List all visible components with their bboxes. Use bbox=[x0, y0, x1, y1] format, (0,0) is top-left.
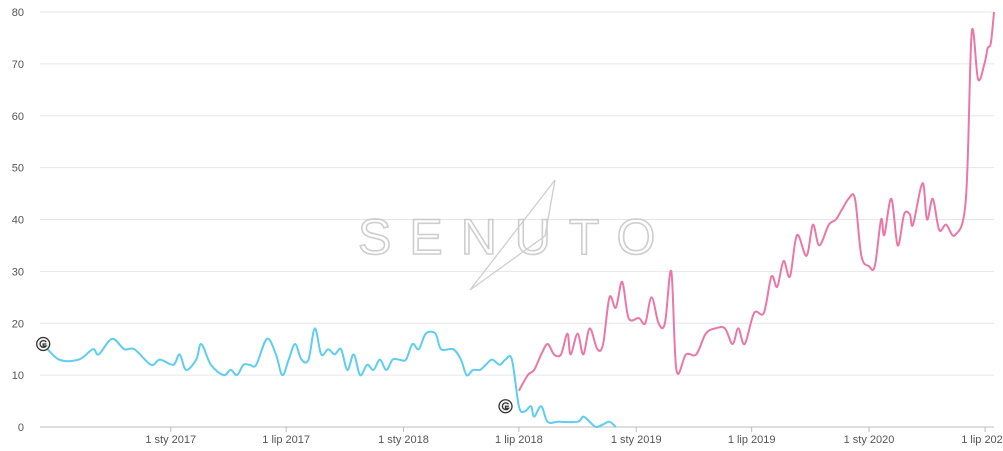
x-tick-label: 1 lip 2018 bbox=[495, 434, 543, 446]
grid-lines bbox=[40, 11, 994, 428]
google-update-marker-icon[interactable] bbox=[498, 399, 513, 414]
y-tick-label: 80 bbox=[12, 7, 24, 19]
x-tick-label: 1 lip 2020 bbox=[961, 434, 1003, 446]
annotation-markers bbox=[36, 336, 513, 414]
x-tick-label: 1 sty 2018 bbox=[378, 434, 429, 446]
y-tick-label: 10 bbox=[12, 370, 24, 382]
y-tick-label: 40 bbox=[12, 215, 24, 227]
watermark-slash bbox=[469, 179, 556, 291]
y-tick-label: 60 bbox=[12, 111, 24, 123]
series-1-line bbox=[42, 327, 617, 429]
x-tick-label: 1 lip 2017 bbox=[262, 434, 310, 446]
watermark-text: SENUTO bbox=[358, 209, 673, 265]
y-tick-label: 30 bbox=[12, 266, 24, 278]
y-tick-label: 0 bbox=[18, 422, 24, 434]
y-tick-label: 70 bbox=[12, 59, 24, 71]
google-update-marker-icon[interactable] bbox=[36, 336, 51, 352]
y-tick-label: 20 bbox=[12, 318, 24, 330]
series-lines bbox=[42, 11, 995, 429]
y-axis-ticks: 0 10 20 30 40 50 60 70 80 bbox=[12, 7, 24, 434]
x-tick-label: 1 lip 2019 bbox=[728, 434, 776, 446]
x-tick-label: 1 sty 2019 bbox=[611, 434, 662, 446]
watermark: SENUTO bbox=[357, 179, 673, 291]
series-2-line bbox=[518, 11, 995, 392]
y-tick-label: 50 bbox=[12, 163, 24, 175]
x-tick-label: 1 sty 2020 bbox=[844, 434, 895, 446]
x-axis-ticks: 1 sty 2017 1 lip 2017 1 sty 2018 1 lip 2018… bbox=[145, 427, 1003, 446]
x-tick-label: 1 sty 2017 bbox=[145, 434, 196, 446]
